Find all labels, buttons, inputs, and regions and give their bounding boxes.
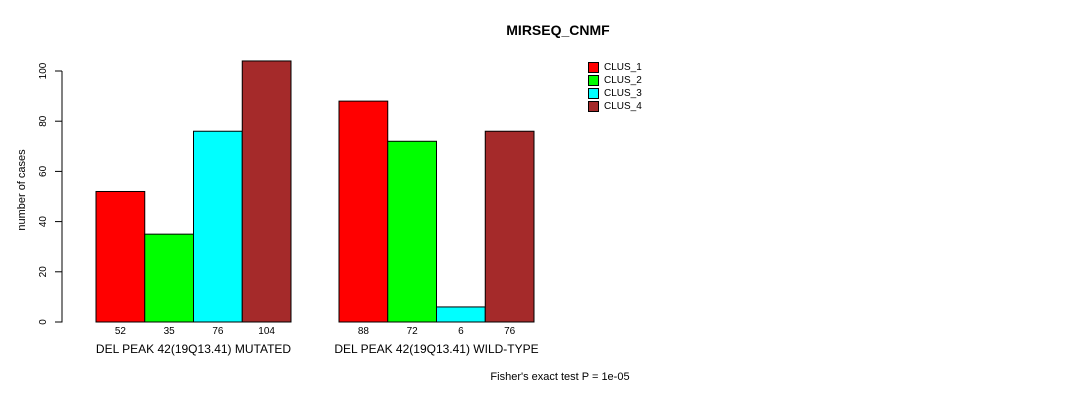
legend-label-clus1: CLUS_1 <box>604 62 642 73</box>
legend-item-clus3: CLUS_3 <box>588 87 642 100</box>
y-tick-label: 20 <box>38 266 49 278</box>
chart-title: MIRSEQ_CNMF <box>506 22 610 38</box>
y-tick-label: 0 <box>38 319 49 325</box>
y-tick-label: 80 <box>38 115 49 127</box>
bar-clus_3-group2 <box>436 306 486 323</box>
legend-swatch-clus2 <box>588 75 599 86</box>
bar-value-label: 72 <box>407 326 419 337</box>
y-tick-label: 100 <box>38 62 49 79</box>
legend-swatch-clus4 <box>588 101 599 112</box>
bar-value-label: 104 <box>258 326 275 337</box>
y-tick-label: 60 <box>38 165 49 177</box>
legend-label-clus2: CLUS_2 <box>604 75 642 86</box>
y-tick-label: 40 <box>38 216 49 228</box>
legend-label-clus3: CLUS_3 <box>604 88 642 99</box>
legend: CLUS_1 CLUS_2 CLUS_3 CLUS_4 <box>588 61 642 113</box>
bar-clus_4-group1 <box>241 60 292 323</box>
x-group-label-mutated: DEL PEAK 42(19Q13.41) MUTATED <box>95 342 292 356</box>
bar-value-label: 76 <box>212 326 224 337</box>
bar-clus_1-group1 <box>95 190 146 323</box>
bar-value-label: 35 <box>164 326 176 337</box>
bar-value-label: 6 <box>458 326 464 337</box>
legend-swatch-clus3 <box>588 88 599 99</box>
bar-value-label: 76 <box>504 326 516 337</box>
legend-label-clus4: CLUS_4 <box>604 101 642 112</box>
legend-item-clus2: CLUS_2 <box>588 74 642 87</box>
x-group-label-wildtype: DEL PEAK 42(19Q13.41) WILD-TYPE <box>334 342 539 356</box>
bar-clus_2-group2 <box>387 140 437 323</box>
bar-clus_4-group2 <box>484 130 535 323</box>
legend-item-clus1: CLUS_1 <box>588 61 642 74</box>
bar-value-label: 88 <box>358 326 370 337</box>
bar-clus_3-group1 <box>193 130 243 323</box>
fisher-test-annotation: Fisher's exact test P = 1e-05 <box>490 371 630 383</box>
bar-clus_2-group1 <box>144 233 194 323</box>
bar-clus_1-group2 <box>338 100 389 323</box>
legend-swatch-clus1 <box>588 62 599 73</box>
legend-item-clus4: CLUS_4 <box>588 100 642 113</box>
bar-value-label: 52 <box>115 326 127 337</box>
